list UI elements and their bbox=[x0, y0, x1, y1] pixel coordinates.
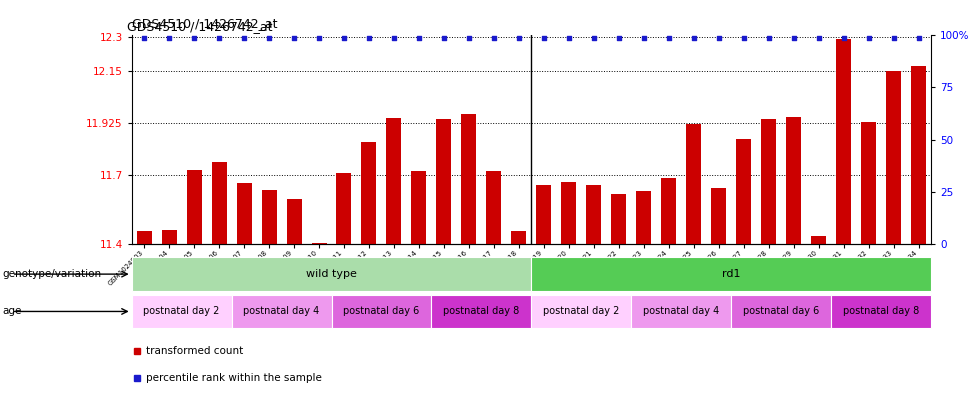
Text: postnatal day 2: postnatal day 2 bbox=[143, 307, 219, 316]
Point bbox=[212, 35, 227, 41]
Point bbox=[161, 35, 176, 41]
Text: postnatal day 6: postnatal day 6 bbox=[743, 307, 819, 316]
Bar bbox=[886, 71, 901, 244]
Bar bbox=[386, 118, 402, 244]
Point bbox=[336, 35, 352, 41]
Point bbox=[536, 35, 552, 41]
Bar bbox=[686, 124, 701, 244]
Bar bbox=[536, 185, 552, 244]
Bar bbox=[861, 122, 877, 244]
Bar bbox=[586, 185, 602, 244]
Text: postnatal day 6: postnatal day 6 bbox=[343, 307, 419, 316]
Bar bbox=[132, 295, 232, 328]
Text: percentile rank within the sample: percentile rank within the sample bbox=[146, 373, 322, 383]
Bar bbox=[761, 119, 776, 244]
Bar bbox=[837, 39, 851, 244]
Point bbox=[686, 35, 702, 41]
Bar bbox=[487, 171, 501, 244]
Point bbox=[186, 35, 202, 41]
Text: GDS4510 / 1426742_at: GDS4510 / 1426742_at bbox=[127, 20, 272, 33]
Bar bbox=[461, 114, 477, 244]
Text: postnatal day 4: postnatal day 4 bbox=[644, 307, 720, 316]
Bar bbox=[562, 182, 576, 244]
Bar bbox=[731, 295, 831, 328]
Text: rd1: rd1 bbox=[722, 269, 740, 279]
Point bbox=[561, 35, 576, 41]
Bar bbox=[661, 178, 677, 244]
Point bbox=[661, 35, 677, 41]
Text: postnatal day 4: postnatal day 4 bbox=[244, 307, 320, 316]
Point bbox=[287, 35, 302, 41]
Bar bbox=[531, 257, 931, 291]
Point bbox=[861, 35, 877, 41]
Point bbox=[311, 35, 327, 41]
Point bbox=[461, 35, 477, 41]
Text: GDS4510 / 1426742_at: GDS4510 / 1426742_at bbox=[132, 17, 277, 30]
Point bbox=[886, 35, 902, 41]
Text: postnatal day 8: postnatal day 8 bbox=[444, 307, 520, 316]
Bar bbox=[336, 173, 352, 244]
Bar bbox=[212, 162, 226, 244]
Text: postnatal day 8: postnatal day 8 bbox=[843, 307, 919, 316]
Point bbox=[586, 35, 602, 41]
Bar bbox=[332, 295, 431, 328]
Point bbox=[760, 35, 776, 41]
Text: wild type: wild type bbox=[306, 269, 357, 279]
Point bbox=[836, 35, 851, 41]
Point bbox=[736, 35, 752, 41]
Point bbox=[487, 35, 502, 41]
Text: genotype/variation: genotype/variation bbox=[2, 269, 101, 279]
Bar bbox=[287, 199, 301, 244]
Point bbox=[411, 35, 427, 41]
Bar bbox=[237, 183, 252, 244]
Bar bbox=[411, 171, 426, 244]
Bar bbox=[136, 231, 151, 244]
Bar bbox=[186, 170, 202, 244]
Point bbox=[636, 35, 651, 41]
Point bbox=[436, 35, 451, 41]
Bar bbox=[312, 242, 327, 244]
Point bbox=[511, 35, 526, 41]
Bar bbox=[437, 119, 451, 244]
Bar bbox=[162, 230, 176, 244]
Bar bbox=[232, 295, 332, 328]
Point bbox=[786, 35, 801, 41]
Bar bbox=[911, 66, 926, 244]
Bar bbox=[132, 257, 531, 291]
Bar bbox=[637, 191, 651, 244]
Bar bbox=[736, 139, 751, 244]
Bar bbox=[632, 295, 731, 328]
Text: transformed count: transformed count bbox=[146, 345, 244, 356]
Point bbox=[711, 35, 726, 41]
Point bbox=[136, 35, 152, 41]
Bar bbox=[811, 236, 826, 244]
Bar bbox=[531, 295, 632, 328]
Point bbox=[611, 35, 627, 41]
Bar bbox=[786, 117, 801, 244]
Point bbox=[911, 35, 926, 41]
Bar bbox=[831, 295, 931, 328]
Bar bbox=[362, 142, 376, 244]
Bar bbox=[431, 295, 531, 328]
Point bbox=[811, 35, 827, 41]
Point bbox=[361, 35, 376, 41]
Bar bbox=[511, 231, 526, 244]
Bar bbox=[711, 188, 726, 244]
Point bbox=[261, 35, 277, 41]
Bar bbox=[261, 189, 277, 244]
Text: age: age bbox=[2, 307, 21, 316]
Point bbox=[386, 35, 402, 41]
Bar bbox=[611, 194, 626, 244]
Text: postnatal day 2: postnatal day 2 bbox=[543, 307, 619, 316]
Point bbox=[236, 35, 252, 41]
